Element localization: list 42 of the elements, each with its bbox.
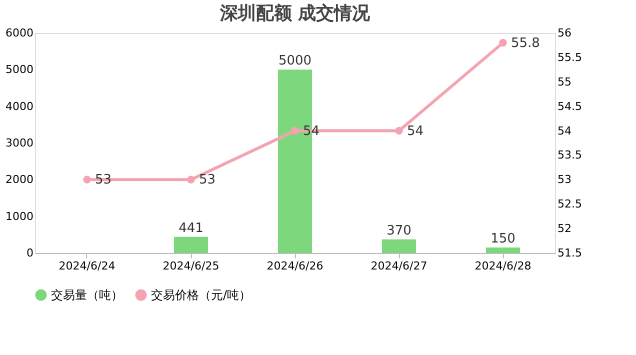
x-tick-label: 2024/6/25 (162, 260, 220, 272)
legend-label: 交易价格（元/吨） (151, 288, 252, 302)
chart-title: 深圳配额 成交情况 (218, 3, 372, 24)
y2-tick-label: 54.5 (558, 100, 582, 113)
data-label: 53 (95, 172, 112, 188)
data-label: 150 (490, 232, 516, 246)
y2-tick-label: 53 (558, 173, 572, 186)
data-label: 55.8 (511, 36, 540, 51)
data-label: 54 (303, 124, 320, 139)
y2-tick-label: 54 (558, 124, 572, 138)
y-tick-label: 3000 (6, 136, 34, 150)
data-label: 370 (386, 223, 412, 238)
y-tick-label: 4000 (6, 100, 34, 113)
data-label: 5000 (278, 54, 312, 69)
y2-tick-label: 55 (558, 75, 572, 88)
y-tick-label: 0 (26, 246, 34, 260)
legend-label: 交易量（吨） (51, 288, 123, 302)
x-tick-label: 2024/6/26 (266, 260, 324, 272)
x-tick-label: 2024/6/27 (370, 260, 428, 272)
y-tick-label: 6000 (6, 26, 34, 40)
point (395, 126, 403, 135)
y-tick-label: 2000 (6, 173, 34, 186)
data-label: 441 (178, 220, 204, 236)
point (291, 126, 299, 135)
bar (174, 236, 208, 253)
y-tick-label: 1000 (6, 210, 34, 223)
y2-tick-label: 53.5 (558, 148, 582, 162)
y2-tick-label: 52.5 (558, 198, 582, 211)
y2-tick-label: 56 (558, 26, 572, 40)
bar (486, 248, 520, 253)
y2-tick-label: 51.5 (558, 246, 582, 260)
point (187, 176, 195, 184)
x-tick-label: 2024/6/24 (58, 260, 116, 272)
data-label: 53 (199, 172, 216, 188)
y2-tick-label: 55.5 (558, 50, 582, 64)
point (499, 38, 507, 47)
point (83, 176, 91, 184)
bar (382, 239, 416, 253)
x-tick-label: 2024/6/28 (474, 260, 532, 272)
y-tick-label: 5000 (6, 63, 34, 76)
y2-tick-label: 52 (558, 222, 572, 236)
data-label: 54 (407, 124, 424, 139)
